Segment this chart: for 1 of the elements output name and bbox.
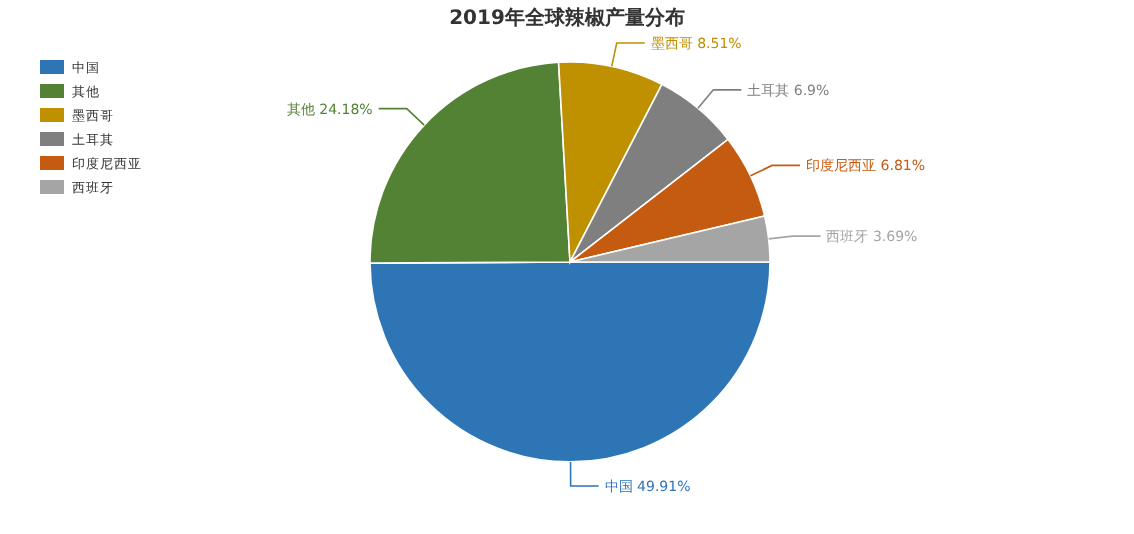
chart-title: 2019年全球辣椒产量分布 xyxy=(449,6,685,30)
